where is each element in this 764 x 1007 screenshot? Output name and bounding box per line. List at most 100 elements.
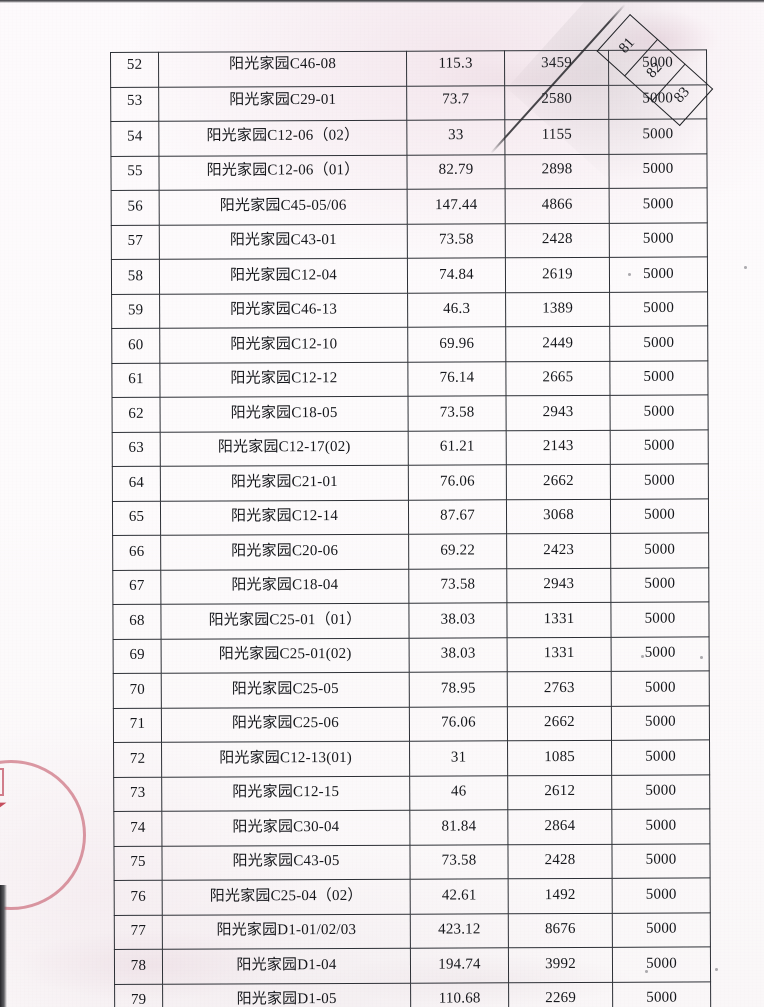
table-cell-name: 阳光家园C25-04（02）: [162, 879, 411, 915]
table-row: 55 阳光家园C12-06（01） 82.79 2898 5000: [110, 152, 708, 190]
table-cell-index: 66: [112, 535, 161, 570]
table-cell-name: 阳光家园C12-06（02）: [158, 118, 407, 155]
table-cell-price: 5000: [610, 532, 709, 568]
table-cell-area: 423.12: [410, 913, 509, 949]
table-cell-index: 79: [114, 983, 163, 1007]
table-cell-index: 68: [112, 604, 162, 639]
table-cell-price: 5000: [612, 981, 711, 1007]
table-cell-amount: 2665: [505, 361, 611, 396]
table-cell-area: 46.3: [407, 292, 506, 328]
table-row: 73 阳光家园C12-15 46 2612 5000: [113, 774, 710, 812]
table-cell-index: 69: [113, 638, 162, 674]
table-cell-index: 70: [113, 673, 162, 708]
table-cell-name: 阳光家园C29-01: [158, 83, 407, 120]
table-cell-amount: 2864: [507, 809, 612, 845]
scanner-left-edge: [0, 885, 7, 1007]
table-cell-price: 5000: [609, 187, 708, 223]
table-cell-amount: 2619: [505, 257, 610, 293]
table-cell-name: 阳光家园C30-04: [161, 810, 410, 846]
ink-speck: [744, 266, 747, 269]
table-cell-amount: 1331: [506, 602, 612, 638]
table-cell-name: 阳光家园D1-05: [162, 982, 411, 1007]
table-cell-price: 5000: [609, 222, 708, 258]
table-cell-price: 5000: [612, 877, 711, 913]
table-cell-price: 5000: [609, 291, 708, 327]
table-cell-name: 阳光家园C12-15: [161, 775, 410, 812]
table-cell-area: 115.3: [406, 46, 505, 82]
scanner-top-edge: [0, 0, 764, 3]
table-cell-amount: 2662: [507, 705, 612, 741]
table-cell-price: 5000: [609, 360, 709, 396]
table-cell-amount: 2423: [506, 533, 611, 569]
table-cell-index: 60: [111, 328, 160, 364]
table-cell-index: 61: [111, 362, 161, 398]
table-cell-name: 阳光家园D1-01/02/03: [162, 913, 411, 950]
table-cell-area: 31: [409, 740, 508, 776]
table-row: 71 阳光家园C25-06 76.06 2662 5000: [113, 705, 710, 743]
table-cell-name: 阳光家园C46-13: [159, 293, 408, 329]
table-cell-price: 5000: [610, 498, 709, 534]
table-cell-index: 74: [113, 811, 162, 846]
table-cell-index: 55: [110, 154, 160, 190]
table-cell-price: 5000: [609, 257, 708, 293]
table-cell-index: 77: [114, 914, 163, 950]
table-cell-amount: 3459: [504, 46, 609, 82]
table-row: 68 阳光家园C25-01（01） 38.03 1331 5000: [112, 601, 710, 639]
table-cell-area: 61.21: [408, 430, 507, 466]
folded-page-corner: 81 82 83: [490, 4, 764, 156]
table-cell-amount: 2143: [506, 429, 611, 465]
table-cell-price: 5000: [610, 601, 710, 637]
table-cell-amount: 2612: [507, 774, 612, 810]
table-cell-area: 69.22: [408, 533, 507, 569]
table-cell-name: 阳光家园C20-06: [160, 534, 409, 570]
table-cell-area: 147.44: [407, 188, 506, 224]
table-row: 54 阳光家园C12-06（02） 33 1155 5000: [110, 117, 707, 156]
table-cell-amount: 1492: [508, 878, 613, 914]
folded-row-number: 81: [616, 34, 638, 56]
folded-row-number: 82: [643, 58, 666, 81]
table-cell-area: 73.58: [408, 395, 507, 431]
table-row: 62 阳光家园C18-05 73.58 2943 5000: [112, 394, 709, 432]
table-row: 69 阳光家园C25-01(02) 38.03 1331 5000: [113, 636, 710, 674]
table-cell-area: 81.84: [409, 809, 508, 845]
table-cell-index: 63: [112, 431, 161, 467]
table-cell-index: 52: [110, 48, 159, 83]
table-cell-price: 5000: [611, 670, 710, 706]
table-cell-price: 5000: [612, 946, 711, 982]
table-cell-index: 76: [114, 880, 163, 915]
table-cell-name: 阳光家园C43-01: [159, 223, 408, 260]
table-row: 56 阳光家园C45-05/06 147.44 4866 5000: [111, 187, 708, 225]
table-row: 77 阳光家园D1-01/02/03 423.12 8676 5000: [114, 912, 711, 950]
table-cell-name: 阳光家园C25-01(02): [161, 637, 410, 674]
ink-speck: [641, 655, 644, 658]
table-cell-amount: 2662: [506, 464, 611, 500]
table-row: 61 阳光家园C12-12 76.14 2665 5000: [111, 360, 709, 398]
table-cell-price: 5000: [608, 152, 708, 188]
table-cell-name: 阳光家园C43-05: [161, 844, 411, 881]
table-cell-index: 64: [112, 466, 161, 501]
table-cell-area: 78.95: [409, 671, 508, 707]
table-cell-name: 阳光家园C12-17(02): [160, 430, 409, 467]
table-cell-index: 78: [114, 949, 163, 984]
table-cell-index: 54: [110, 119, 159, 155]
table-cell-amount: 2580: [504, 82, 609, 118]
table-cell-index: 67: [112, 569, 161, 605]
table-cell-price: 5000: [611, 774, 710, 810]
table-cell-area: 73.7: [406, 83, 505, 119]
table-cell-price: 5000: [611, 808, 710, 844]
data-table-container: 52 阳光家园C46-08 115.3 3459 5000 53 阳光家园C29-01 73.…: [110, 45, 711, 1007]
table-cell-name: 阳光家园D1-04: [162, 948, 411, 984]
table-cell-area: 33: [406, 118, 505, 154]
table-cell-area: 73.58: [407, 223, 506, 259]
ink-speck: [628, 273, 631, 276]
table-row: 63 阳光家园C12-17(02) 61.21 2143 5000: [112, 429, 709, 467]
ink-speck: [715, 968, 718, 971]
data-table: 52 阳光家园C46-08 115.3 3459 5000 53 阳光家园C29-01 73.…: [110, 45, 711, 1007]
table-cell-amount: 1155: [504, 117, 609, 153]
table-cell-area: 74.84: [407, 258, 506, 294]
table-cell-price: 5000: [612, 912, 711, 948]
folded-row-number: 83: [671, 83, 693, 106]
table-cell-name: 阳光家园C12-04: [159, 258, 408, 295]
table-cell-amount: 8676: [508, 912, 613, 948]
data-table-body: 52 阳光家园C46-08 115.3 3459 5000 53 阳光家园C29-01 73.…: [110, 45, 711, 1007]
